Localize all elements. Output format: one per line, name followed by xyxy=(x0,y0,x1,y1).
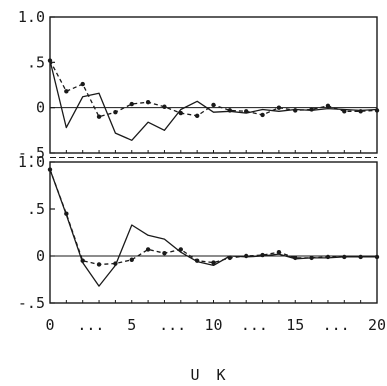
series-marker xyxy=(309,255,314,261)
y-tick-label: 1.0 xyxy=(18,153,45,171)
y-tick-label: .5 xyxy=(27,200,45,218)
series-marker xyxy=(162,250,167,256)
y-tick-label: .5 xyxy=(27,53,45,71)
series-marker xyxy=(145,247,151,252)
series-marker xyxy=(293,255,298,261)
series-marker xyxy=(64,211,69,216)
series-marker xyxy=(276,105,282,110)
series-marker xyxy=(178,247,183,252)
series-marker xyxy=(211,260,216,265)
series-marker xyxy=(162,104,167,109)
series-marker xyxy=(374,254,380,260)
series-marker xyxy=(374,108,380,113)
series-marker xyxy=(358,254,363,260)
solid-series-line xyxy=(49,60,378,141)
series-marker xyxy=(47,58,53,63)
series-marker xyxy=(80,81,85,87)
country-caption: U K xyxy=(190,366,229,384)
series-marker xyxy=(342,254,347,260)
y-tick-label: -.5 xyxy=(18,144,45,162)
x-tick-label: ... xyxy=(77,316,104,334)
y-tick-label: 0 xyxy=(36,99,45,117)
series-marker xyxy=(325,103,331,109)
plot-frame xyxy=(49,16,378,154)
top-panel: 1.0 .5 0 -.5 xyxy=(18,8,380,162)
x-tick-label: ... xyxy=(323,316,350,334)
series-marker xyxy=(113,110,118,115)
series-marker xyxy=(80,258,85,263)
series-marker xyxy=(178,110,183,116)
x-tick-label: 10 xyxy=(204,316,222,334)
x-tick-label: ... xyxy=(241,316,268,334)
x-tick-label: ... xyxy=(159,316,186,334)
series-marker xyxy=(244,109,249,114)
y-tick-label: -.5 xyxy=(18,294,45,312)
series-marker xyxy=(194,113,200,119)
series-marker xyxy=(293,108,298,113)
series-marker xyxy=(227,108,233,113)
series-marker xyxy=(358,109,363,114)
series-marker xyxy=(96,262,102,267)
bottom-panel: 1.0.50-.50... 5... 10... 15... 20 xyxy=(18,153,386,334)
series-marker xyxy=(260,112,265,118)
series-marker xyxy=(276,250,282,255)
x-tick-label: 20 xyxy=(368,316,386,334)
x-tick-label: 0 xyxy=(45,316,54,334)
dashed-series-line xyxy=(49,169,377,266)
series-marker xyxy=(64,89,69,94)
series-marker xyxy=(211,102,216,108)
y-tick-label: 0 xyxy=(36,247,45,265)
series-marker xyxy=(113,261,118,266)
x-tick-label: 5 xyxy=(127,316,136,334)
series-marker xyxy=(244,253,249,259)
series-marker xyxy=(325,254,331,260)
plot-frame xyxy=(49,161,378,304)
solid-series-line xyxy=(49,169,377,287)
series-marker xyxy=(47,167,53,172)
series-marker xyxy=(309,107,314,112)
y-tick-label: 1.0 xyxy=(18,8,45,26)
series-marker xyxy=(145,100,151,105)
series-marker xyxy=(227,255,233,261)
series-marker xyxy=(96,114,102,119)
series-marker xyxy=(342,109,347,114)
series-marker xyxy=(129,257,134,262)
x-tick-label: 15 xyxy=(286,316,304,334)
series-marker xyxy=(129,101,134,107)
series-marker xyxy=(194,258,200,263)
series-marker xyxy=(260,252,265,258)
